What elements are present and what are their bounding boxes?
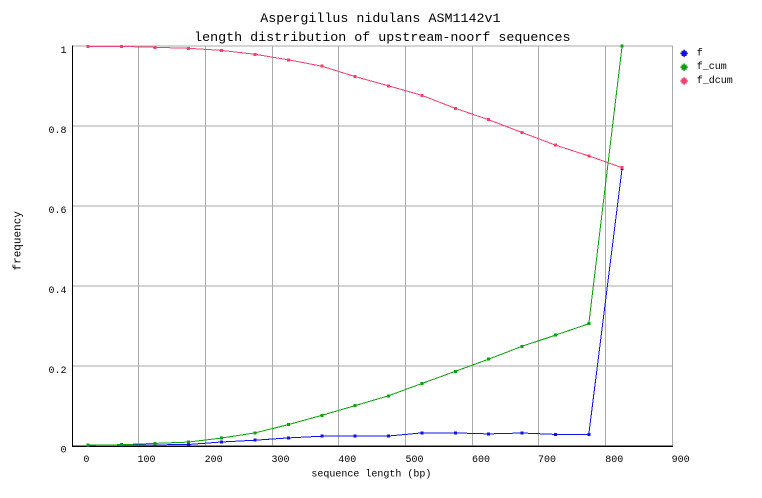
svg-text:0: 0: [83, 455, 89, 466]
svg-text:100: 100: [137, 455, 155, 466]
svg-text:700: 700: [538, 455, 556, 466]
svg-text:0.4: 0.4: [48, 286, 66, 297]
svg-text:frequency: frequency: [13, 211, 25, 271]
svg-text:900: 900: [672, 455, 690, 466]
svg-text:length distribution of upstrea: length distribution of upstream-noorf se…: [194, 31, 570, 46]
svg-text:400: 400: [338, 455, 356, 466]
svg-text:1: 1: [60, 46, 66, 57]
svg-text:500: 500: [405, 455, 423, 466]
svg-text:f_cum: f_cum: [697, 61, 727, 73]
svg-text:f_dcum: f_dcum: [697, 75, 733, 87]
svg-text:300: 300: [271, 455, 289, 466]
svg-text:Aspergillus nidulans ASM1142v1: Aspergillus nidulans ASM1142v1: [260, 12, 500, 27]
svg-text:200: 200: [205, 455, 223, 466]
svg-text:0: 0: [60, 445, 66, 456]
svg-text:0.2: 0.2: [48, 366, 66, 377]
svg-text:600: 600: [472, 455, 490, 466]
svg-text:0.8: 0.8: [48, 126, 66, 137]
svg-text:sequence length (bp): sequence length (bp): [311, 469, 431, 481]
svg-text:0.6: 0.6: [48, 206, 66, 217]
svg-text:800: 800: [605, 455, 623, 466]
svg-text:f: f: [697, 47, 703, 59]
